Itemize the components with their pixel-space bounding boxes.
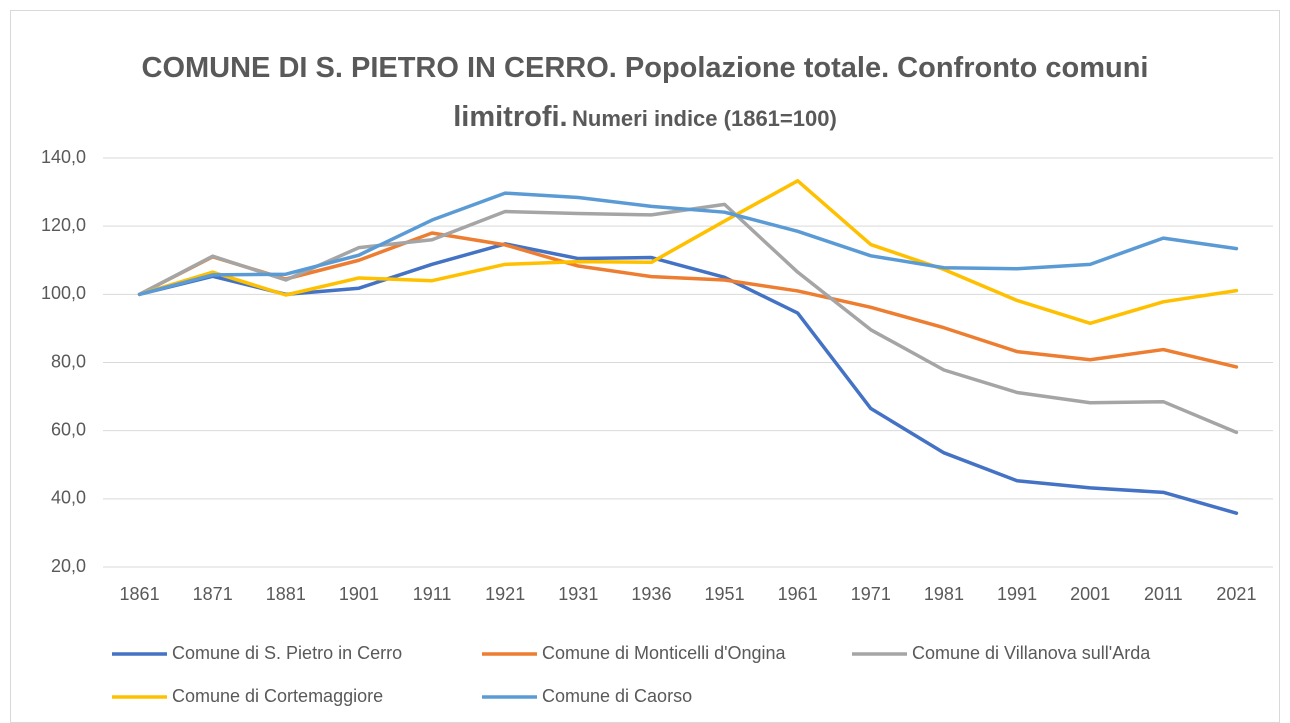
x-tick-label: 1901 — [339, 584, 379, 604]
chart-title: COMUNE DI S. PIETRO IN CERRO. Popolazion… — [141, 52, 1149, 133]
y-tick-label: 60,0 — [51, 419, 86, 439]
x-tick-label: 1911 — [413, 584, 452, 604]
x-tick-label: 1936 — [631, 584, 671, 604]
x-tick-label: 1871 — [193, 584, 233, 604]
legend-label: Comune di Villanova sull'Arda — [912, 643, 1151, 663]
series-line — [137, 179, 1239, 326]
legend-label: Comune di Monticelli d'Ongina — [542, 643, 787, 663]
series-line — [137, 191, 1239, 297]
y-tick-label: 80,0 — [51, 351, 86, 371]
x-tick-label: 1861 — [120, 584, 160, 604]
x-tick-label: 1991 — [997, 584, 1037, 604]
y-tick-label: 100,0 — [41, 283, 86, 303]
x-tick-label: 1951 — [705, 584, 745, 604]
series-line — [137, 231, 1239, 369]
chart-subtitle: Numeri indice (1861=100) — [572, 106, 837, 131]
x-tick-label: 1961 — [778, 584, 818, 604]
y-tick-label: 20,0 — [51, 556, 86, 576]
y-tick-label: 40,0 — [51, 488, 86, 508]
legend-label: Comune di Cortemaggiore — [172, 686, 383, 706]
title-block: COMUNE DI S. PIETRO IN CERRO. Popolazion… — [120, 46, 1170, 144]
legend-label: Comune di Caorso — [542, 686, 692, 706]
x-tick-label: 2001 — [1070, 584, 1110, 604]
x-tick-label: 2021 — [1216, 584, 1256, 604]
legend-label: Comune di S. Pietro in Cerro — [172, 643, 402, 663]
x-tick-label: 1921 — [485, 584, 525, 604]
x-tick-label: 1881 — [266, 584, 306, 604]
x-tick-label: 1931 — [558, 584, 598, 604]
series-line — [137, 242, 1239, 515]
x-tick-label: 1981 — [924, 584, 964, 604]
x-tick-label: 1971 — [851, 584, 891, 604]
y-tick-label: 120,0 — [41, 215, 86, 235]
x-tick-label: 2011 — [1144, 584, 1183, 604]
y-tick-label: 140,0 — [41, 147, 86, 167]
